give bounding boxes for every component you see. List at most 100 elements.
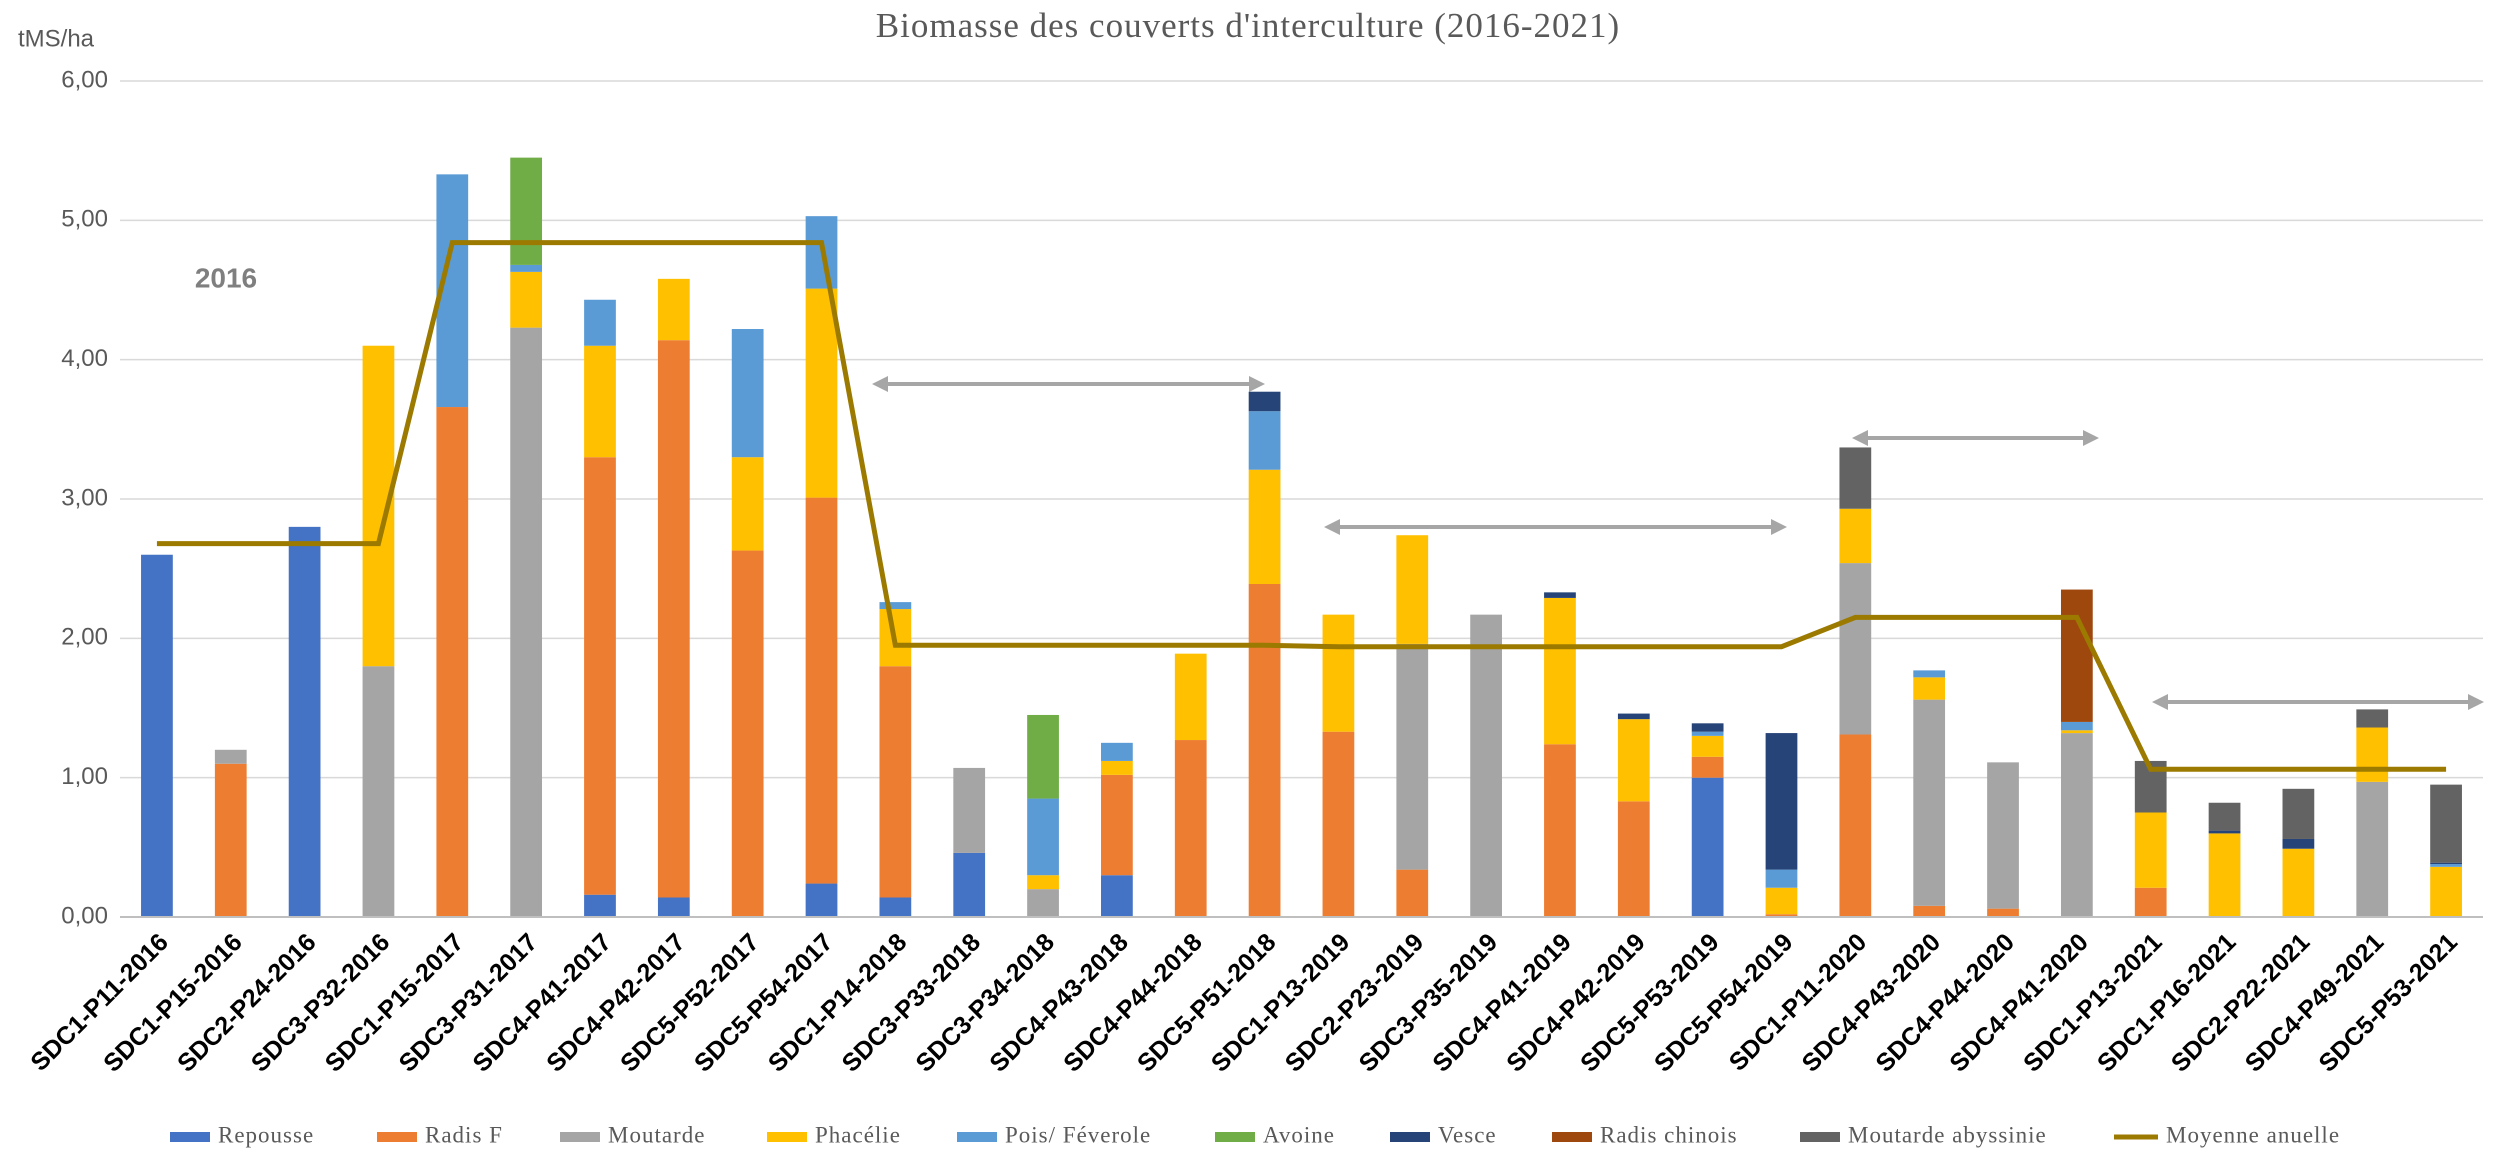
y-tick-label: 2,00: [61, 624, 108, 651]
bar-segment: [657, 278, 690, 341]
x-tick-label: SDC1-P13-2021: [2018, 928, 2168, 1078]
x-tick-label: SDC5-P51-2018: [1132, 928, 1282, 1078]
bar-segment: [953, 852, 986, 917]
legend-label: Pois/ Féverole: [1005, 1122, 1151, 1147]
y-tick-label: 5,00: [61, 206, 108, 233]
bar-segment: [2208, 802, 2241, 831]
x-tick-label: SDC2-P24-2016: [172, 928, 322, 1078]
x-tick-label: SDC1-P11-2016: [25, 928, 174, 1077]
bar-segment: [879, 666, 912, 898]
bar-segment: [1839, 563, 1872, 735]
bar-segment: [1691, 777, 1724, 917]
x-tick-label: SDC1-P15-2016: [98, 928, 248, 1078]
bar-segment: [1248, 411, 1281, 470]
x-tick-label: SDC3-P32-2016: [246, 928, 396, 1078]
x-tick-label: SDC2-P23-2019: [1280, 928, 1430, 1078]
bar-segment: [1839, 508, 1872, 564]
legend-swatch: [560, 1132, 600, 1142]
legend-label: Moutarde: [608, 1122, 705, 1147]
bar-segment: [1470, 614, 1502, 917]
bar-segment: [1027, 714, 1059, 799]
bar-segment: [2208, 833, 2241, 917]
bar-segment: [731, 457, 764, 551]
bar-segment: [2282, 838, 2315, 849]
x-tick-label: SDC5-P53-2019: [1575, 928, 1725, 1078]
bar-segment: [1987, 908, 2019, 917]
bar-segment: [510, 157, 543, 265]
bar-segment: [288, 526, 321, 917]
y-tick-label: 4,00: [61, 345, 108, 372]
bar-segment: [1248, 469, 1281, 584]
bar-segment: [1544, 592, 1576, 598]
legend-label: Avoine: [1263, 1122, 1335, 1147]
bar-segment: [1248, 391, 1281, 412]
bar-segment: [1765, 733, 1798, 870]
y-tick-label: 0,00: [61, 902, 108, 929]
bar-segment: [1913, 905, 1946, 917]
bar-segment: [362, 666, 395, 917]
legend-label: Moutarde abyssinie: [1848, 1122, 2047, 1147]
x-tick-label: SDC5-P54-2017: [689, 928, 839, 1078]
legend-label: Vesce: [1438, 1122, 1497, 1147]
annotation: 2016: [195, 262, 257, 293]
bar-segment: [2208, 830, 2241, 834]
bar-segment: [1544, 744, 1576, 917]
bar-segment: [1101, 875, 1133, 917]
x-tick-label: SDC1-P13-2019: [1206, 928, 1356, 1078]
bar-segment: [584, 299, 616, 346]
legend-swatch: [767, 1132, 807, 1142]
bar-segment: [2356, 781, 2389, 917]
x-tick-label: SDC5-P53-2021: [2313, 928, 2463, 1078]
y-axis-label: tMS/ha: [18, 25, 95, 52]
legend-swatch: [1390, 1132, 1430, 1142]
bar-segment: [510, 271, 543, 328]
bar-segment: [2060, 721, 2093, 731]
bar-segment: [2356, 727, 2389, 782]
bar-segment: [1691, 723, 1724, 732]
legend-swatch: [1215, 1132, 1255, 1142]
x-tick-label: SDC2-P22-2021: [2166, 928, 2316, 1078]
x-tick-label: SDC4-P41-2020: [1944, 928, 2094, 1078]
y-tick-label: 1,00: [61, 763, 108, 790]
bar-segment: [510, 264, 543, 272]
x-tick-label: SDC3-P31-2017: [394, 928, 544, 1078]
bar-segment: [2134, 812, 2167, 888]
bar-segment: [1396, 643, 1429, 870]
bar-segment: [2430, 862, 2462, 865]
x-tick-label: SDC4-P42-2017: [541, 928, 691, 1078]
arrows: [872, 376, 2484, 710]
bar-segment: [1765, 869, 1798, 888]
x-tick-label: SDC5-P52-2017: [615, 928, 765, 1078]
bar-segment: [2430, 866, 2462, 917]
legend-swatch: [170, 1132, 210, 1142]
bar-segment: [510, 327, 543, 917]
bar-segment: [1174, 653, 1207, 741]
bar-segment: [1101, 760, 1133, 775]
legend-label: Repousse: [218, 1122, 314, 1147]
bar-segment: [2430, 784, 2462, 863]
bar-segment: [2134, 887, 2167, 917]
bar-segment: [657, 340, 690, 898]
bar-segment: [2282, 848, 2315, 917]
x-tick-label: SDC3-P35-2019: [1354, 928, 1504, 1078]
bar-segment: [2060, 589, 2093, 722]
bar-segment: [1027, 875, 1059, 890]
bar-segment: [1913, 677, 1946, 700]
bar-segment: [1913, 670, 1946, 678]
bar-segment: [805, 497, 838, 884]
bar-segment: [2060, 733, 2093, 917]
bar-segment: [1765, 914, 1798, 917]
x-tick-label: SDC4-P41-2019: [1427, 928, 1577, 1078]
bar-segment: [2060, 730, 2093, 734]
x-tick-label: SDC1-P14-2018: [763, 928, 913, 1078]
bar-segment: [1322, 614, 1355, 732]
bar-segment: [1617, 801, 1650, 917]
bar-segment: [953, 767, 986, 853]
bar-segment: [1396, 869, 1429, 917]
bar-segment: [584, 345, 616, 458]
bar-segment: [1396, 535, 1429, 644]
x-tick-label: SDC4-P43-2018: [984, 928, 1134, 1078]
x-tick-label: SDC1-P15-2017: [320, 928, 470, 1078]
bar-segment: [1691, 756, 1724, 778]
